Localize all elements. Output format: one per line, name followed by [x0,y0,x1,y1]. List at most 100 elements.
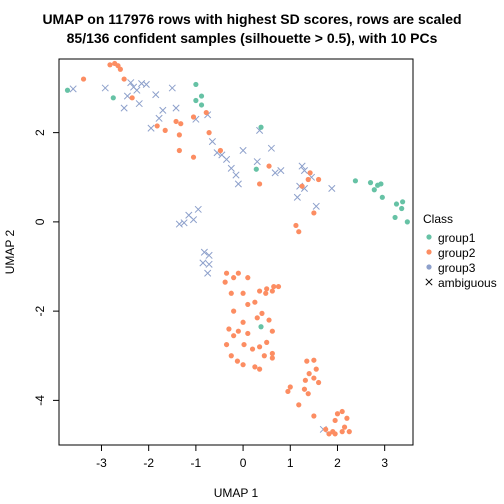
group2-point-14 [190,154,197,160]
group2-point-82 [334,411,341,417]
group2-point-67 [313,366,319,372]
group2-point-6 [129,95,135,101]
group2-point-62 [257,366,263,372]
ambiguous-point-14 [168,84,176,92]
group2-point-74 [287,384,293,390]
x-tick-label-2: -1 [191,456,202,470]
group2-point-56 [257,344,263,350]
ambiguous-point-13 [159,106,167,114]
group2-point-47 [226,326,232,332]
ambiguous-point-12 [155,114,163,122]
group2-point-77 [311,413,317,419]
ambiguous-point-23 [232,171,240,179]
group2-point-39 [269,288,275,294]
group1-point-1 [110,95,116,101]
group1-point-7 [253,166,259,172]
group2-point-19 [266,163,272,169]
ambiguous-point-45 [205,251,213,259]
group1-point-18 [404,219,410,225]
group2-point-63 [269,355,275,361]
group2-point-18 [257,181,263,187]
x-tick-label-4: 1 [287,456,294,470]
group1-point-15 [400,199,406,205]
data-points [64,60,410,437]
group2-point-35 [245,301,251,308]
x-axis: -3 -2 -1 0 1 2 3 [96,445,388,470]
ambiguous-point-46 [199,259,207,267]
group1-point-2 [193,81,199,88]
group2-point-46 [269,328,275,334]
chart-title-line2: 85/136 confident samples (silhouette > 0… [67,30,438,46]
group2-point-84 [341,424,348,430]
group2-point-57 [261,353,267,359]
group2-point-53 [228,353,234,359]
ambiguous-point-10 [147,124,155,132]
ambiguous-point-37 [312,202,320,210]
y-tick-label-0: -4 [33,395,47,406]
group1-point-4 [198,93,205,99]
group1-point-5 [198,102,205,108]
group2-point-1 [107,62,113,68]
ambiguous-point-30 [277,167,285,175]
plot-frame [58,58,414,446]
group2-point-31 [245,275,251,281]
group2-point-26 [311,210,317,216]
group2-point-45 [266,317,272,323]
group1-point-17 [392,214,398,221]
group2-point-22 [307,170,313,176]
group2-point-72 [301,386,308,392]
group2-point-83 [339,408,345,415]
group1-point-9 [367,180,374,186]
group2-point-60 [240,362,246,368]
ambiguous-point-39 [194,205,202,213]
ambiguous-point-4 [127,79,135,87]
ambiguous-point-28 [267,144,275,152]
ambiguous-point-38 [328,184,336,192]
y-axis-label: UMAP 2 [3,229,17,274]
group2-point-87 [332,417,338,424]
group2-point-43 [254,315,260,321]
group2-point-42 [275,283,282,290]
group1-point-11 [371,187,377,193]
x-tick-label-3: 0 [240,456,247,470]
group2-point-65 [304,358,310,364]
ambiguous-point-0 [69,85,77,93]
group2-point-54 [241,341,247,348]
legend-marker-ambiguous [425,278,433,286]
group2-point-5 [121,76,127,82]
group2-point-81 [332,431,338,437]
group2-point-24 [293,222,299,229]
ambiguous-point-9 [142,80,150,88]
group2-point-71 [316,379,322,386]
y-tick-label-1: -2 [33,305,47,316]
group1-point-12 [378,181,384,187]
group2-point-48 [231,333,237,339]
group2-point-38 [264,286,270,292]
group2-point-9 [176,132,182,138]
group2-point-88 [339,429,345,435]
legend-label-ambiguous: ambiguous [438,276,497,290]
group2-point-44 [259,310,265,316]
legend-marker-group3 [426,264,432,270]
x-tick-label-5: 2 [334,456,341,470]
group2-point-36 [252,299,258,305]
group2-point-52 [223,341,230,348]
group2-point-11 [173,118,179,125]
group2-point-15 [203,109,209,116]
ambiguous-point-42 [180,219,188,227]
group1-point-6 [258,124,264,130]
group2-point-10 [178,121,184,127]
ambiguous-point-26 [253,158,261,166]
group1-point-0 [64,87,71,93]
ambiguous-point-29 [271,169,279,177]
group2-point-27 [223,270,230,276]
ambiguous-point-22 [227,164,235,172]
group2-point-17 [217,147,224,154]
group2-point-32 [228,290,234,296]
x-tick-label-0: -3 [96,456,107,470]
group2-point-59 [234,358,241,364]
group2-point-20 [299,183,305,189]
group2-point-73 [305,391,311,397]
group2-point-61 [252,364,258,370]
y-tick-label-3: 2 [33,129,47,136]
